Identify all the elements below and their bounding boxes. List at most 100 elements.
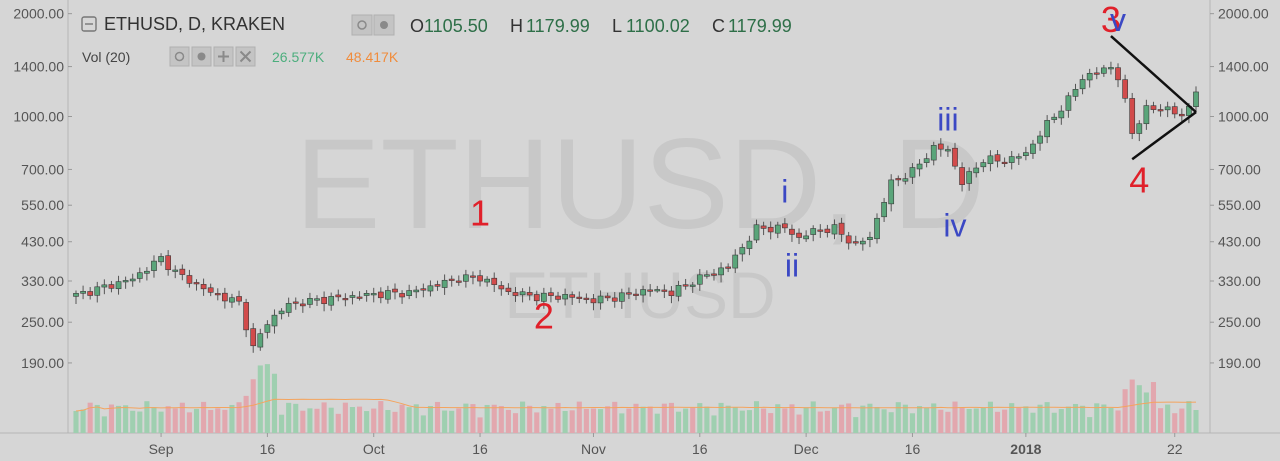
candle-body — [633, 293, 639, 296]
candle-body — [902, 178, 909, 182]
volume-bar — [342, 402, 348, 433]
volume-bar — [683, 408, 689, 433]
candle-body — [767, 226, 774, 233]
candle-body — [455, 280, 462, 283]
candle-body — [1008, 156, 1015, 163]
volume-bar — [505, 409, 511, 433]
candle-body — [987, 155, 994, 165]
volume-bar — [151, 407, 157, 433]
volume-bar — [229, 404, 235, 433]
triangle-lines — [1110, 35, 1197, 161]
volume-bar — [179, 402, 185, 433]
candle-body — [973, 167, 980, 174]
volume-bar — [746, 410, 752, 433]
candle-body — [392, 288, 398, 293]
volume-bar — [1115, 410, 1121, 433]
volume-bar — [534, 412, 540, 433]
volume-bar — [753, 401, 760, 433]
candle-body — [165, 255, 172, 271]
volume-bar — [328, 407, 334, 433]
volume-bar — [222, 409, 228, 433]
volume-bar — [775, 404, 781, 433]
candle-body — [1157, 109, 1164, 112]
volume-bar — [378, 401, 384, 433]
volume-bar — [1037, 404, 1043, 433]
volume-bar — [279, 414, 285, 433]
candle-body — [335, 294, 342, 298]
volume-bar — [208, 409, 214, 433]
candle-body — [994, 154, 1001, 162]
volume-bar — [846, 403, 852, 433]
volume-bar — [264, 364, 270, 433]
volume-bar — [236, 402, 242, 433]
plus-icon-glyph — [218, 51, 229, 62]
volume-bar — [442, 410, 448, 433]
volume-bars — [73, 364, 1199, 433]
y-tick-label-right: 2000.00 — [1218, 6, 1269, 22]
candle-body — [271, 314, 278, 327]
y-tick-label-left: 1400.00 — [13, 59, 64, 75]
volume-bar — [966, 408, 972, 433]
candle-body — [817, 229, 824, 232]
y-tick-label-left: 550.00 — [21, 197, 64, 213]
candle-body — [321, 296, 327, 305]
candle-body — [1193, 91, 1199, 107]
wave-label: 1 — [470, 192, 490, 233]
candle-body — [838, 222, 845, 235]
volume-bar — [94, 404, 100, 433]
high-value: 1179.99 — [526, 16, 590, 36]
volume-bar — [321, 402, 327, 433]
candle-body — [640, 289, 646, 296]
candle-body — [916, 163, 923, 170]
candle-body — [732, 254, 739, 269]
volume-bar — [959, 407, 965, 433]
candle-body — [618, 292, 625, 302]
candle-body — [753, 224, 760, 241]
candle-body — [441, 279, 448, 288]
volume-bar — [789, 404, 795, 433]
y-tick-label-left: 250.00 — [21, 314, 64, 330]
y-axis-right: 2000.00 1400.00 1000.00 700.00 550.00 430.00 3… — [1210, 6, 1269, 371]
eye-icon[interactable] — [169, 46, 190, 67]
volume-bar — [810, 401, 816, 433]
candle-body — [1051, 116, 1058, 120]
volume-bar — [80, 409, 86, 433]
candle-body — [314, 298, 320, 301]
volume-bar — [385, 410, 391, 433]
candle-body — [1122, 79, 1128, 99]
y-tick-label-right: 550.00 — [1218, 197, 1261, 213]
candle-body — [774, 224, 781, 234]
open-value: 1105.50 — [424, 16, 488, 36]
wave-label: iii — [937, 102, 958, 138]
y-tick-label-right: 1400.00 — [1218, 59, 1269, 75]
volume-bar — [1002, 409, 1008, 433]
collapse-icon[interactable] — [81, 16, 97, 32]
volume-bar — [1172, 413, 1178, 433]
volume-bar — [1087, 417, 1093, 433]
volume-bar — [243, 395, 249, 433]
candle-body — [668, 290, 675, 296]
volume-bar — [463, 403, 469, 433]
volume-bar — [498, 406, 504, 433]
candle-body — [519, 291, 526, 296]
candle-body — [923, 158, 930, 163]
y-tick-label-right: 700.00 — [1218, 161, 1261, 177]
high-label: H — [510, 16, 523, 36]
candle-body — [739, 247, 746, 255]
volume-bar — [123, 405, 129, 433]
volume-bar — [87, 402, 93, 433]
candle-body — [966, 171, 973, 184]
volume-bar — [1016, 407, 1022, 433]
volume-bar — [824, 410, 830, 433]
candle-body — [1136, 123, 1143, 134]
x-tick-label: 2018 — [1010, 441, 1041, 457]
volume-bar — [413, 404, 419, 433]
y-tick-label-left: 430.00 — [21, 234, 64, 250]
volume-bar — [668, 402, 674, 433]
volume-bar — [739, 410, 745, 433]
volume-bar — [867, 403, 873, 433]
x-tick-label: 16 — [472, 441, 488, 457]
candle-body — [725, 266, 732, 269]
candle-body — [172, 269, 179, 272]
eye-icon[interactable] — [351, 14, 373, 36]
